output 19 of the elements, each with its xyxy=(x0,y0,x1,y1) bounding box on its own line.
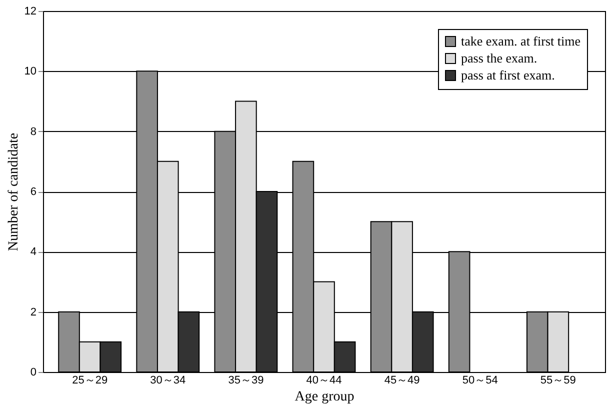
x-tick-label: 45～49 xyxy=(384,374,420,386)
x-tick-label: 35～39 xyxy=(228,374,264,386)
x-tick-label: 40～44 xyxy=(306,374,342,386)
x-tick-label: 55～59 xyxy=(540,374,576,386)
x-tick-label: 25～29 xyxy=(72,374,108,386)
y-tick-label: 6 xyxy=(30,186,36,198)
legend-label: pass the exam. xyxy=(461,50,538,66)
x-tick-label: 30～34 xyxy=(150,374,186,386)
legend-label: take exam. at first time xyxy=(461,34,581,48)
y-tick-label: 12 xyxy=(24,6,36,18)
legend-label: pass at first exam. xyxy=(461,68,555,82)
y-tick-label: 4 xyxy=(30,246,36,258)
y-tick-label: 0 xyxy=(30,366,36,378)
y-tick-label: 2 xyxy=(30,306,36,318)
x-tick-label: 50～54 xyxy=(462,374,498,386)
x-axis-title: Age group xyxy=(294,390,354,404)
y-tick-label: 10 xyxy=(24,66,36,78)
y-tick-label: 8 xyxy=(30,126,36,138)
y-axis-title: Number of candidate xyxy=(6,132,22,252)
